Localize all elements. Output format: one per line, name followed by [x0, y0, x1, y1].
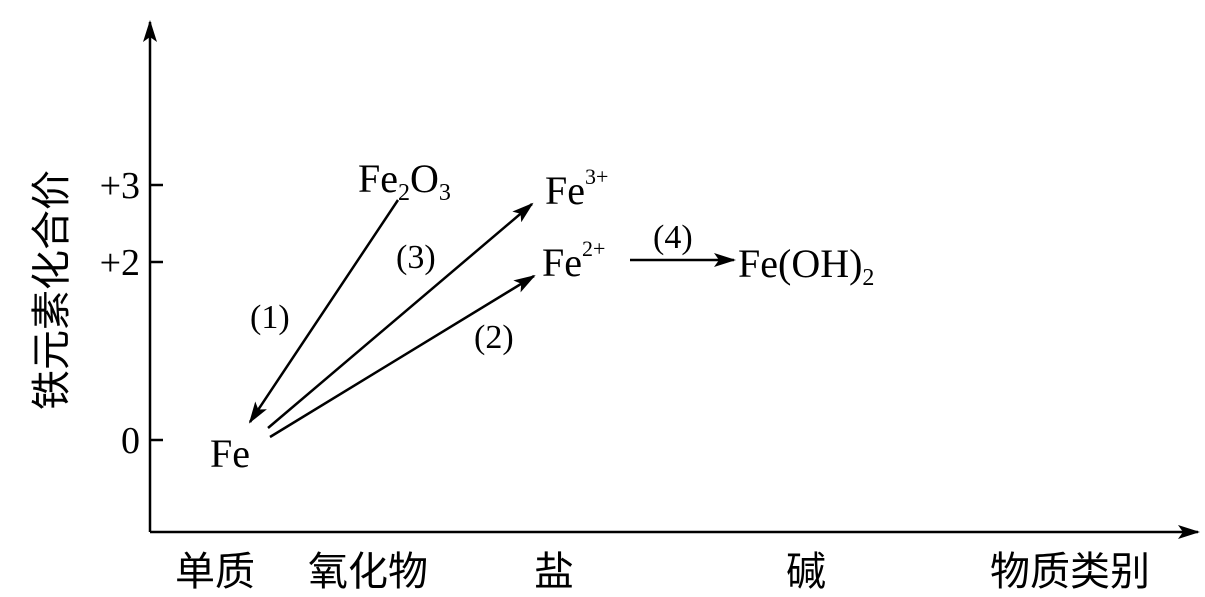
feoh2-base: Fe(OH) [738, 241, 862, 286]
species-fe2plus: Fe2+ [542, 236, 605, 285]
fe2o3-o: O [410, 156, 439, 201]
species-fe2o3: Fe2O3 [358, 156, 451, 206]
arrow-reaction-1 [248, 199, 400, 424]
y-axis-label: 铁元素化合价 [29, 170, 75, 410]
x-category-elemental: 单质 [175, 549, 255, 595]
x-axis-label: 物质类别 [990, 549, 1150, 595]
reaction-label-1: (1) [250, 299, 290, 336]
fe3plus-charge: 3+ [585, 164, 608, 189]
x-category-base: 碱 [786, 549, 826, 595]
species-fe: Fe [210, 431, 250, 476]
fe2o3-sub-2: 2 [398, 180, 410, 206]
x-category-oxide: 氧化物 [308, 549, 428, 595]
fe2o3-sub-3: 3 [439, 180, 451, 206]
arrow-reaction-2 [269, 274, 536, 439]
fe3plus-fe: Fe [545, 168, 585, 213]
x-category-salt: 盐 [534, 549, 574, 595]
reaction-label-3: (3) [396, 239, 436, 276]
species-feoh2: Fe(OH)2 [738, 241, 874, 291]
arrow-reaction-3 [267, 202, 534, 429]
tick-label-plus2: +2 [100, 242, 140, 284]
tick-label-plus3: +3 [100, 165, 140, 207]
feoh2-sub-2: 2 [862, 265, 874, 291]
tick-label-zero: 0 [121, 420, 140, 462]
fe2o3-fe: Fe [358, 156, 398, 201]
fe2plus-charge: 2+ [582, 236, 605, 261]
species-fe3plus: Fe3+ [545, 164, 608, 213]
fe2plus-fe: Fe [542, 240, 582, 285]
reaction-label-4: (4) [653, 219, 693, 256]
reaction-label-2: (2) [474, 319, 514, 356]
